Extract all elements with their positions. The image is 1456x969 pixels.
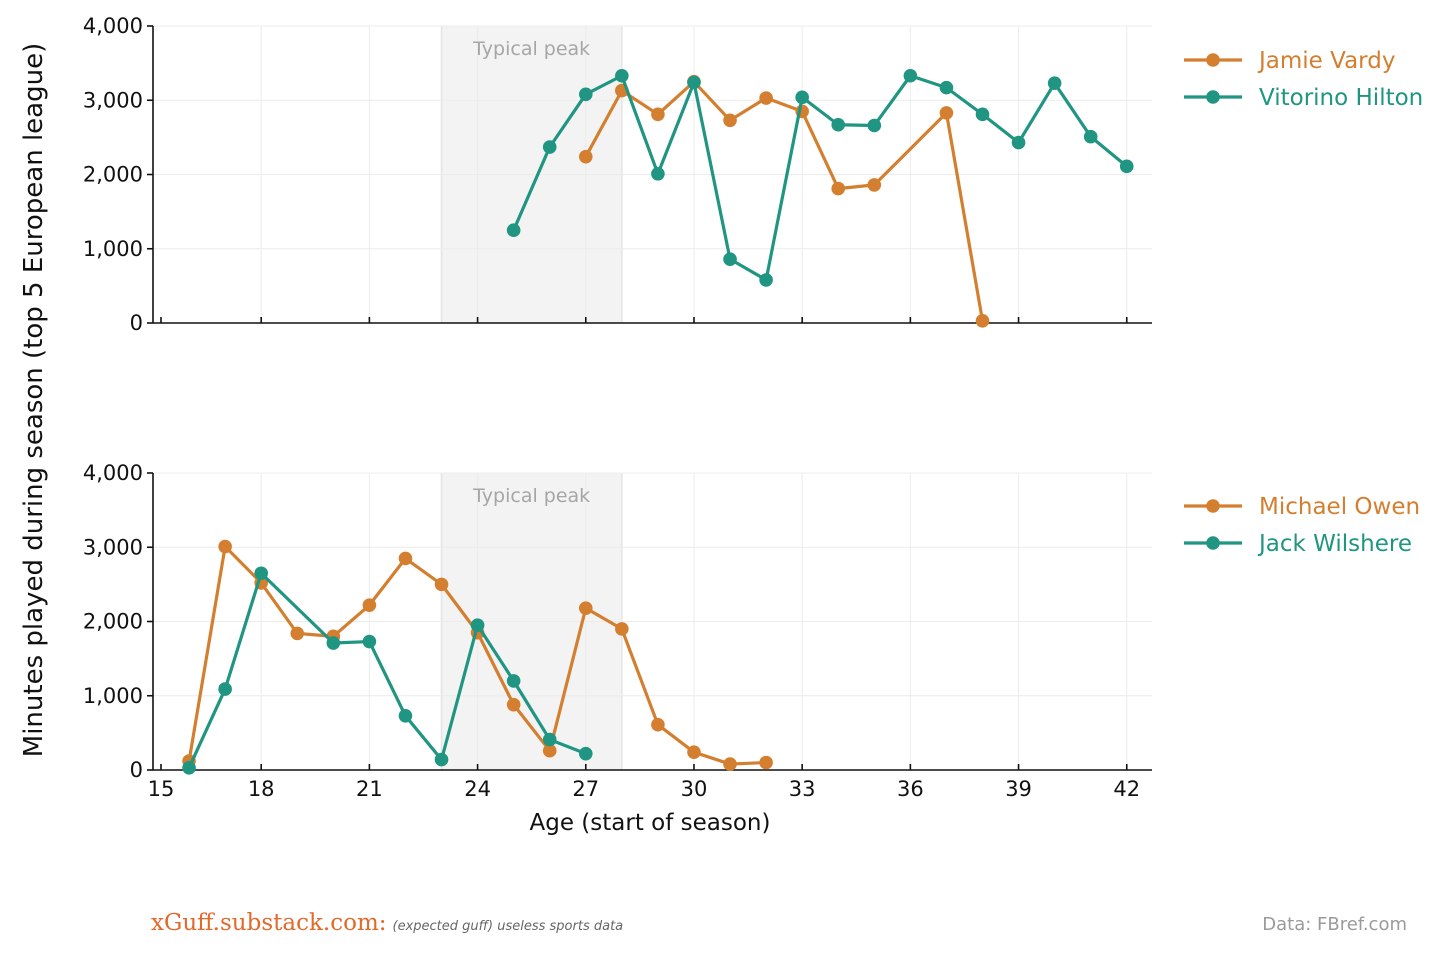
data-point [182, 760, 196, 775]
data-point [759, 755, 773, 770]
y-tick-label: 1,000 [83, 684, 143, 708]
data-point [867, 118, 882, 133]
data-point [362, 598, 377, 612]
data-point [975, 107, 990, 122]
x-tick-label: 18 [248, 777, 275, 801]
data-point [759, 273, 773, 287]
data-point [290, 626, 305, 641]
data-point [506, 674, 521, 688]
x-tick-label: 33 [789, 777, 816, 801]
data-point [615, 68, 629, 83]
chart-panel-top: 0 1,000 2,000 3,000 4,000 Typical peak Jamie V… [83, 14, 1423, 335]
series-line [584, 80, 985, 322]
x-tick-label: 42 [1113, 777, 1140, 801]
data-point [578, 87, 593, 102]
y-axis-label: Minutes played during season (top 5 Euro… [19, 43, 49, 757]
y-tick-label: 0 [130, 311, 143, 335]
legend-entry: Jack Wilshere [1184, 531, 1412, 557]
x-tick-label: 15 [148, 777, 175, 801]
y-tick-label: 2,000 [83, 610, 143, 634]
legend-label: Jamie Vardy [1257, 48, 1395, 74]
y-tick-label: 3,000 [83, 88, 143, 112]
footer-tagline: (expected guff) useless sports data [392, 919, 624, 934]
legend-entry: Jamie Vardy [1184, 48, 1395, 74]
data-point [651, 717, 665, 732]
x-tick-label: 30 [681, 777, 708, 801]
legend-marker [1206, 53, 1220, 67]
data-point [470, 618, 485, 633]
x-tick-label: 39 [1005, 777, 1032, 801]
data-point [903, 68, 918, 83]
data-point [831, 181, 846, 196]
data-point [939, 80, 954, 95]
data-point [398, 551, 413, 566]
y-tick-label: 4,000 [83, 14, 143, 38]
footer-brand-text: xGuff.substack.com: [151, 910, 387, 936]
data-point [398, 708, 413, 723]
data-point [218, 539, 232, 554]
series-vitorino-hilton [506, 68, 1134, 287]
data-point [1011, 135, 1026, 150]
data-point [434, 577, 449, 592]
data-point [723, 252, 737, 266]
data-point [434, 752, 449, 767]
y-tick-label: 1,000 [83, 237, 143, 261]
x-tick-label: 24 [464, 777, 491, 801]
series-jack-wilshere [182, 566, 593, 775]
data-point [578, 601, 593, 615]
legend-entry: Michael Owen [1184, 494, 1420, 520]
data-point [362, 634, 377, 649]
y-tick-label: 2,000 [83, 163, 143, 187]
y-tick-label: 0 [130, 758, 143, 782]
legend-entry: Vitorino Hilton [1184, 85, 1423, 111]
legend-label: Vitorino Hilton [1259, 85, 1423, 111]
data-point [542, 732, 557, 747]
data-point [687, 745, 701, 759]
x-tick-label: 27 [572, 777, 599, 801]
legend-label: Michael Owen [1259, 494, 1420, 520]
peak-band-label: Typical peak [472, 485, 590, 507]
data-point [759, 91, 773, 105]
data-point [542, 140, 557, 154]
data-point [578, 746, 593, 761]
data-point [975, 313, 990, 328]
series-jamie-vardy [578, 74, 990, 328]
data-point [615, 622, 629, 636]
x-axis-label: Age (start of season) [530, 810, 771, 836]
data-point [687, 75, 701, 90]
data-point [651, 107, 665, 122]
data-point [254, 566, 268, 581]
data-point [326, 636, 341, 650]
data-point [1083, 129, 1098, 144]
x-tick-label: 36 [897, 777, 924, 801]
legend-label: Jack Wilshere [1257, 531, 1412, 557]
data-point [506, 223, 521, 237]
data-point [723, 113, 737, 128]
legend-marker [1206, 499, 1220, 513]
y-tick-label: 4,000 [83, 461, 143, 485]
data-point [651, 166, 665, 181]
footer-brand: xGuff.substack.com: (expected guff) usele… [151, 910, 623, 936]
footer-source: Data: FBref.com [1262, 914, 1407, 935]
data-point [723, 757, 737, 771]
data-point [578, 149, 593, 164]
data-point [867, 178, 882, 192]
y-tick-label: 3,000 [83, 535, 143, 559]
legend-marker [1206, 536, 1220, 550]
legend-marker [1206, 90, 1220, 104]
data-point [542, 743, 557, 758]
data-point [1119, 159, 1134, 174]
data-point [1047, 76, 1062, 90]
x-tick-label: 21 [356, 777, 383, 801]
data-point [506, 697, 521, 712]
data-point [939, 106, 954, 120]
data-point [795, 90, 809, 105]
data-point [218, 682, 232, 696]
chart-panel-bottom: 0 1,000 2,000 3,000 4,000 15 18 21 24 27 30 33 36 39 4… [83, 461, 1420, 801]
data-point [831, 117, 846, 132]
peak-band-label: Typical peak [472, 38, 590, 60]
